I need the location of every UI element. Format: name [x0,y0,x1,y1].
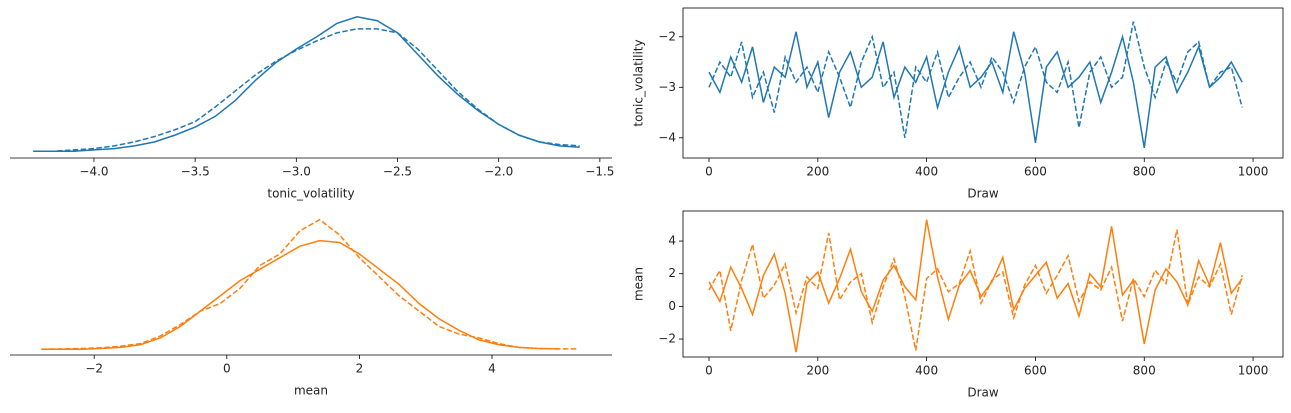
y-tick-label: 0 [668,299,676,313]
x-tick-label: 600 [1024,165,1047,179]
x-tick-label: 600 [1024,364,1047,378]
x-tick-label: −3.5 [181,165,210,179]
x-tick-label: 0 [705,165,713,179]
y-tick-label: 4 [668,234,676,248]
y-axis-label: mean [632,267,646,301]
x-tick-label: −2.5 [383,165,412,179]
x-tick-label: −4.0 [79,165,108,179]
series-line [33,15,580,153]
series-line [708,219,1243,353]
series-line [708,229,1243,351]
x-tick-label: 0 [223,362,231,376]
x-tick-label: 800 [1133,165,1156,179]
series-line [708,21,1243,138]
x-tick-label: −2 [85,362,103,376]
x-tick-label: 1000 [1238,364,1269,378]
series-line [41,239,559,351]
x-axis-label: Draw [967,386,999,400]
plot-frame [682,7,1284,159]
series-line [41,218,579,351]
x-tick-label: 1000 [1238,165,1269,179]
x-tick-label: −1.5 [585,165,614,179]
x-tick-label: 2 [356,362,364,376]
x-tick-label: −3.0 [282,165,311,179]
x-tick-label: 200 [806,165,829,179]
x-tick-label: 400 [915,364,938,378]
series-line [33,28,580,153]
y-tick-label: −2 [658,29,676,43]
series-line [708,31,1243,149]
y-tick-label: −4 [658,130,676,144]
x-tick-label: 200 [806,364,829,378]
x-tick-label: 4 [488,362,496,376]
y-tick-label: −2 [658,332,676,346]
x-tick-label: 800 [1133,364,1156,378]
x-tick-label: 0 [705,364,713,378]
x-axis-label: mean [294,384,328,398]
y-tick-label: −3 [658,80,676,94]
y-tick-label: 2 [668,266,676,280]
x-axis-label: tonic_volatility [267,187,354,201]
plot-frame [682,210,1284,358]
x-tick-label: −2.0 [484,165,513,179]
x-axis-label: Draw [967,187,999,201]
y-axis-label: tonic_volatility [632,39,646,126]
x-tick-label: 400 [915,165,938,179]
